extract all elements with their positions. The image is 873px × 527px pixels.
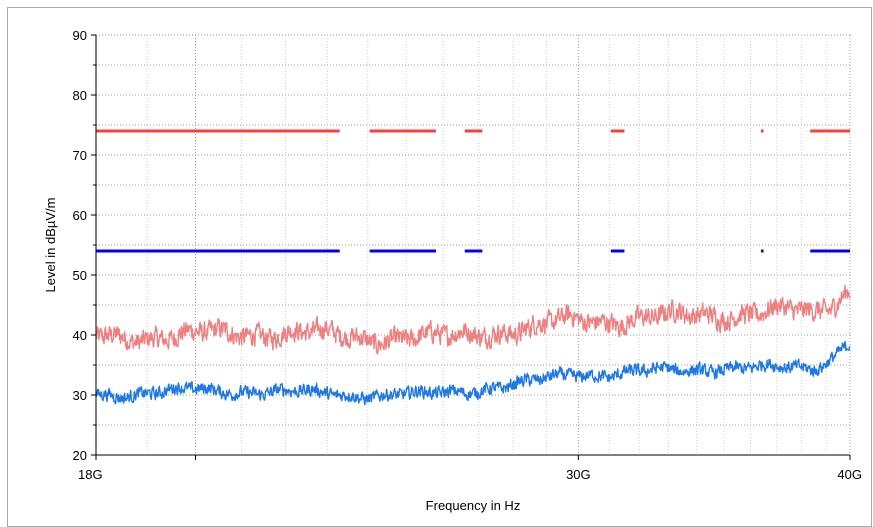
y-tick-label: 80 xyxy=(73,88,87,103)
emission-chart: 20 30 40 50 60 70 80 90 18G 30G 40G Frequency in H… xyxy=(43,28,862,513)
grid xyxy=(96,34,851,455)
y-tick-label: 50 xyxy=(73,268,87,283)
measurement-trace xyxy=(95,284,851,355)
y-tick-label: 90 xyxy=(73,28,87,43)
y-tick-label: 70 xyxy=(73,148,87,163)
y-tick-label: 30 xyxy=(73,388,87,403)
x-tick-label: 30G xyxy=(566,467,591,482)
x-tick-label: 40G xyxy=(837,467,862,482)
measurement-trace xyxy=(95,340,851,406)
y-tick-label: 40 xyxy=(73,328,87,343)
y-tick-label: 20 xyxy=(73,448,87,463)
series-layer xyxy=(95,129,851,406)
y-tick-label: 60 xyxy=(73,208,87,223)
x-axis-title: Frequency in Hz xyxy=(426,498,521,513)
axes xyxy=(91,34,851,460)
y-axis-title: Level in dBµV/m xyxy=(43,198,58,293)
x-tick-label: 18G xyxy=(78,467,103,482)
tick-labels: 20 30 40 50 60 70 80 90 18G 30G 40G xyxy=(73,28,862,482)
